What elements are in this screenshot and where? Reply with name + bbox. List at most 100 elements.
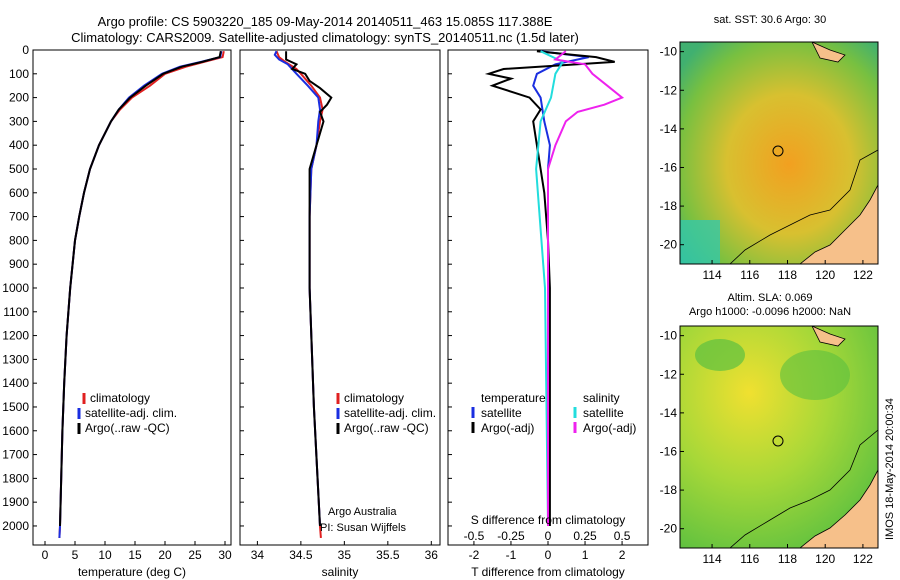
depth-tick-label: 600	[9, 186, 29, 200]
depth-tick-label: 100	[9, 67, 29, 81]
map-y-tick-label: -20	[660, 238, 678, 252]
map-y-tick-label: -10	[660, 329, 678, 343]
legend-label-satellite: satellite-adj. clim.	[344, 406, 436, 420]
map-x-tick-label: 120	[815, 552, 835, 566]
depth-tick-label: 2000	[2, 519, 29, 533]
sst-map	[680, 42, 878, 264]
map-x-tick-label: 114	[702, 268, 721, 282]
depth-tick-label: 200	[9, 91, 29, 105]
depth-tick-label: 300	[9, 114, 29, 128]
s-tick-label: -0.5	[464, 529, 485, 543]
sla-low-patch	[695, 339, 745, 371]
salinity-xlabel: salinity	[322, 565, 359, 579]
legend-label-temp-satellite: satellite	[481, 406, 522, 420]
s-tick-label: 0.25	[573, 529, 597, 543]
x-tick-label: 2	[619, 548, 626, 562]
temperature-panel-frame	[32, 49, 232, 546]
map-x-tick-label: 118	[778, 552, 797, 566]
series-line-temperature-argo-adj-	[484, 50, 615, 526]
legend-label-climatology: climatology	[90, 391, 150, 405]
x-tick-label: 35	[338, 548, 352, 562]
difference-toplabel: S difference from climatology	[471, 513, 626, 527]
depth-tick-label: 800	[9, 233, 29, 247]
map-y-tick-label: -18	[660, 199, 678, 213]
sla-map	[680, 326, 878, 548]
series-line-satellite-adj-clim-	[273, 50, 322, 527]
x-tick-label: 0	[42, 548, 49, 562]
depth-tick-label: 1600	[2, 424, 29, 438]
depth-tick-label: 1700	[2, 448, 29, 462]
map-y-tick-label: -12	[660, 83, 678, 97]
depth-tick-label: 1800	[2, 471, 29, 485]
timor-island	[811, 42, 846, 63]
series-line-argo-raw-qc-	[59, 51, 222, 527]
sst-map-frame	[679, 41, 879, 265]
depth-tick-label: 1100	[3, 305, 29, 319]
map-y-tick-label: -14	[660, 122, 678, 136]
depth-tick-label: 1900	[2, 495, 29, 509]
map-y-tick-label: -16	[660, 444, 678, 458]
temperature-xlabel: temperature (deg C)	[78, 565, 186, 579]
depth-tick-label: 900	[9, 257, 29, 271]
s-tick-label: 0	[545, 529, 552, 543]
x-tick-label: 0	[545, 548, 552, 562]
argo-australia-note: Argo Australia	[328, 506, 397, 518]
pi-note: PI: Susan Wijffels	[320, 522, 406, 534]
x-tick-label: 5	[72, 548, 79, 562]
x-tick-label: 25	[188, 548, 202, 562]
depth-tick-label: 1500	[2, 400, 29, 414]
timor-island	[811, 326, 846, 347]
depth-tick-label: 700	[9, 210, 29, 224]
sla-map-title2: Argo h1000: -0.0096 h2000: NaN	[689, 306, 851, 318]
map-y-tick-label: -18	[660, 483, 678, 497]
x-tick-label: 1	[582, 548, 589, 562]
s-tick-label: -0.25	[497, 529, 525, 543]
map-x-tick-label: 116	[740, 268, 759, 282]
map-x-tick-label: 122	[853, 552, 873, 566]
sla-low-patch	[780, 350, 850, 400]
sst-cool-patch	[680, 220, 720, 264]
sla-map-frame	[679, 325, 879, 549]
argo-position-marker	[772, 435, 784, 447]
shelf-contour	[729, 149, 878, 264]
temperature-plot: 0 5 10 15 20 25 30	[42, 51, 232, 562]
depth-tick-label: 400	[9, 138, 29, 152]
x-tick-label: -1	[506, 548, 517, 562]
australia-land	[799, 184, 878, 264]
x-tick-label: 10	[98, 548, 112, 562]
x-tick-label: 36	[425, 548, 439, 562]
imos-credit: IMOS 18-May-2014 20:00:34	[884, 398, 896, 540]
legend-label-argo: Argo(..raw -QC)	[85, 421, 170, 435]
legend-temperature-title: temperature	[481, 391, 546, 405]
map-y-tick-label: -20	[660, 522, 678, 536]
salinity-plot: 34 34.5 35 35.5 36	[251, 50, 439, 562]
map-x-tick-label: 120	[815, 268, 835, 282]
figure-title-line1: Argo profile: CS 5903220_185 09-May-2014…	[97, 14, 553, 29]
map-x-tick-label: 118	[778, 268, 797, 282]
sla-map-axes: 114 116 118 120 122 -10 -12 -14 -16 -18 -20	[660, 329, 874, 566]
figure-title-line2: Climatology: CARS2009. Satellite-adjuste…	[71, 30, 579, 45]
map-y-tick-label: -16	[660, 160, 678, 174]
series-line-salinity-argo-adj-	[547, 50, 625, 526]
legend-label-sal-argo: Argo(-adj)	[583, 421, 636, 435]
map-x-tick-label: 116	[740, 552, 759, 566]
legend-label-satellite: satellite-adj. clim.	[85, 406, 177, 420]
sla-map-title1: Altim. SLA: 0.069	[728, 292, 813, 304]
legend-label-argo: Argo(..raw -QC)	[344, 421, 429, 435]
map-x-tick-label: 114	[702, 552, 721, 566]
map-y-tick-label: -14	[660, 406, 678, 420]
salinity-panel-frame	[239, 49, 441, 546]
difference-xlabel: T difference from climatology	[471, 565, 625, 579]
difference-legend: temperature salinity satellite Argo(-adj…	[471, 391, 636, 435]
series-line-temperature-satellite	[532, 50, 589, 526]
series-line-salinity-satellite	[535, 50, 565, 527]
series-line-satellite-adj-clim-	[58, 51, 223, 538]
x-tick-label: -2	[469, 548, 480, 562]
series-line-argo-raw-qc-	[285, 51, 333, 527]
s-tick-label: 0.5	[614, 529, 631, 543]
x-tick-label: 20	[158, 548, 172, 562]
australia-land	[799, 469, 878, 548]
series-line-climatology	[275, 50, 324, 538]
depth-tick-label: 500	[9, 162, 29, 176]
sst-map-axes: 114 116 118 120 122 -10 -12 -14 -16 -18 -20	[660, 45, 874, 282]
